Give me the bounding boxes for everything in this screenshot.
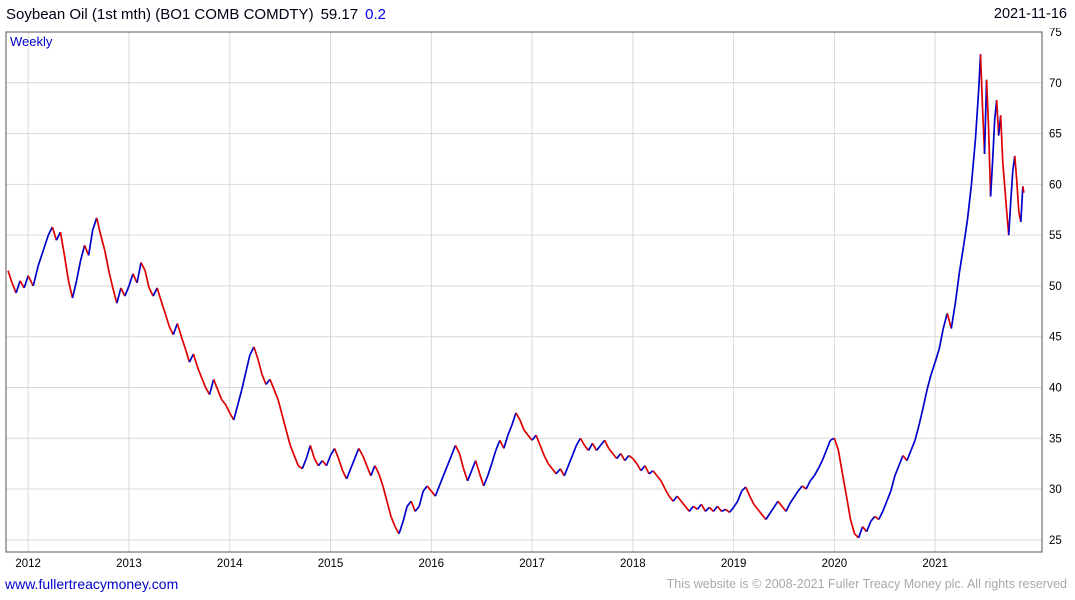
- site-link[interactable]: www.fullertreacymoney.com: [5, 576, 179, 592]
- chart-header: Soybean Oil (1st mth) (BO1 COMB COMDTY) 5…: [0, 0, 1075, 28]
- svg-text:2018: 2018: [620, 558, 646, 570]
- price-series: [7, 54, 1025, 539]
- svg-text:30: 30: [1049, 484, 1062, 496]
- svg-text:2019: 2019: [721, 558, 747, 570]
- svg-text:65: 65: [1049, 129, 1062, 141]
- svg-text:2015: 2015: [318, 558, 344, 570]
- svg-text:2020: 2020: [822, 558, 848, 570]
- chart-area[interactable]: 25 30 35 40 45 50 55 60 65 70 75 2012 2013 2014 2015 20…: [0, 28, 1075, 572]
- svg-text:2017: 2017: [519, 558, 545, 570]
- price-change: 0.2: [365, 6, 386, 23]
- svg-text:2016: 2016: [418, 558, 444, 570]
- svg-text:2021: 2021: [922, 558, 948, 570]
- svg-text:55: 55: [1049, 230, 1062, 242]
- plot-border: [5, 31, 1043, 553]
- svg-text:2014: 2014: [217, 558, 243, 570]
- svg-text:40: 40: [1049, 382, 1062, 394]
- chart-title: Soybean Oil (1st mth) (BO1 COMB COMDTY) 5…: [6, 6, 386, 23]
- svg-text:25: 25: [1049, 535, 1062, 547]
- last-price: 59.17: [320, 6, 359, 23]
- svg-text:2012: 2012: [15, 558, 41, 570]
- svg-text:60: 60: [1049, 179, 1062, 191]
- instrument-name: Soybean Oil (1st mth) (BO1 COMB COMDTY): [6, 6, 314, 23]
- svg-text:70: 70: [1049, 78, 1062, 90]
- footer-bar: www.fullertreacymoney.com This website i…: [0, 572, 1075, 600]
- svg-text:50: 50: [1049, 281, 1062, 293]
- as-of-date: 2021-11-16: [993, 6, 1067, 22]
- gridlines: [6, 31, 1042, 552]
- svg-text:45: 45: [1049, 332, 1062, 344]
- frequency-label: Weekly: [10, 34, 53, 49]
- copyright-text: This website is © 2008-2021 Fuller Treac…: [666, 577, 1067, 591]
- svg-text:35: 35: [1049, 433, 1062, 445]
- y-tick-labels: 25 30 35 40 45 50 55 60 65 70 75: [1049, 28, 1062, 547]
- svg-text:75: 75: [1049, 28, 1062, 39]
- svg-text:2013: 2013: [116, 558, 142, 570]
- x-tick-labels: 2012 2013 2014 2015 2016 2017 2018 2019 2020 2021: [15, 558, 948, 570]
